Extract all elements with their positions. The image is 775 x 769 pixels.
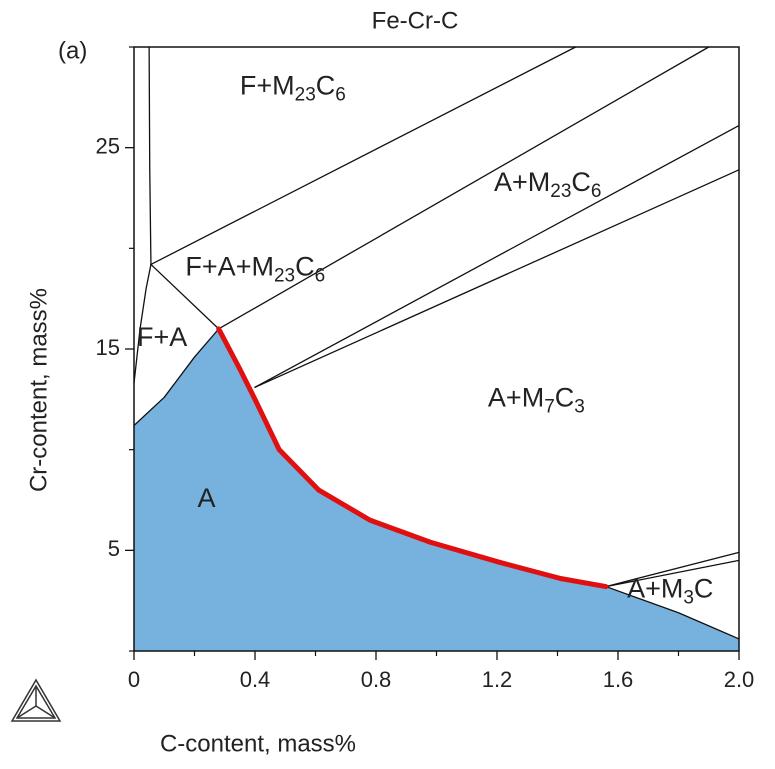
- label-part: C: [555, 382, 575, 412]
- subscript: 3: [574, 396, 585, 417]
- subscript: 23: [295, 84, 316, 105]
- y-axis-label: Cr-content, mass%: [25, 288, 52, 492]
- subscript: 6: [315, 265, 326, 286]
- panel-label: (a): [58, 37, 87, 64]
- subscript: 6: [591, 181, 602, 202]
- subscript: 6: [335, 84, 346, 105]
- phase-boundary: [254, 124, 740, 388]
- label-part: A+M: [494, 167, 550, 197]
- region-label: A+M7C3: [488, 382, 585, 417]
- label-part: F+A+M: [185, 252, 274, 282]
- chart-title: Fe-Cr-C: [372, 7, 459, 34]
- region-label: F+A+M23C6: [185, 252, 325, 287]
- x-tick-label: 2.0: [724, 667, 755, 692]
- label-part: F+A: [137, 322, 187, 352]
- phase-boundary: [218, 46, 710, 330]
- label-part: A+M: [488, 382, 544, 412]
- label-part: C: [571, 167, 591, 197]
- y-tick-label: 5: [108, 536, 120, 561]
- region-label: A: [198, 483, 216, 513]
- x-tick-label: 0.8: [361, 667, 392, 692]
- phase-boundary: [605, 559, 740, 588]
- phase-boundary: [148, 46, 152, 266]
- y-tick-label: 15: [96, 335, 120, 360]
- label-part: F+M: [240, 70, 295, 100]
- x-axis-label: C-content, mass%: [160, 730, 356, 757]
- x-tick-label: 1.2: [482, 667, 513, 692]
- region-label: A+M23C6: [494, 167, 601, 202]
- subscript: 3: [683, 588, 694, 609]
- y-tick-label: 25: [96, 133, 120, 158]
- phase-boundary: [605, 585, 740, 640]
- x-tick-label: 1.6: [603, 667, 634, 692]
- label-part: C: [316, 70, 336, 100]
- phase-boundary: [133, 328, 220, 427]
- phase-boundary: [133, 263, 152, 384]
- x-tick-label: 0: [128, 667, 140, 692]
- label-part: A+M: [627, 574, 683, 604]
- label-part: C: [295, 252, 315, 282]
- phase-boundary: [605, 551, 740, 588]
- subscript: 23: [274, 265, 295, 286]
- x-tick-label: 0.4: [240, 667, 271, 692]
- phase-region-area: [134, 328, 739, 651]
- label-part: C: [694, 574, 714, 604]
- phase-boundary: [150, 263, 220, 330]
- phase-boundary: [150, 46, 577, 266]
- subscript: 7: [544, 396, 555, 417]
- label-part: A: [198, 483, 216, 513]
- highlight-boundary: [216, 326, 609, 590]
- region-label: A+M3C: [627, 574, 713, 609]
- phase-boundary: [254, 169, 740, 388]
- region-label: F+A: [137, 322, 187, 352]
- subscript: 23: [550, 181, 571, 202]
- logo: [10, 678, 62, 722]
- region-label: F+M23C6: [240, 70, 346, 105]
